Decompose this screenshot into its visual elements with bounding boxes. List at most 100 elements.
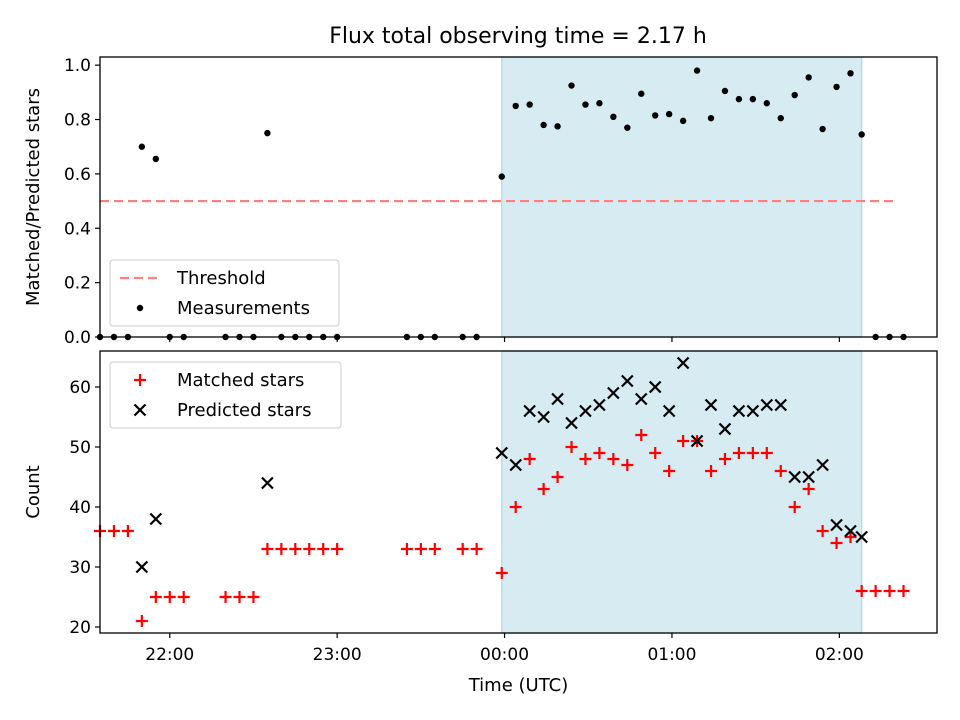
measurement-point bbox=[138, 143, 146, 150]
matched-star-marker bbox=[331, 543, 344, 555]
axes-frame bbox=[99, 350, 938, 634]
predicted-star-marker bbox=[509, 458, 522, 472]
matched-star-marker bbox=[428, 543, 441, 555]
predicted-star-marker bbox=[149, 512, 163, 526]
y-axis-label: Matched/Predicted stars bbox=[23, 88, 44, 306]
y-tick-label: 20 bbox=[69, 618, 91, 638]
predicted-star-marker bbox=[537, 410, 550, 424]
predicted-star-marker bbox=[676, 356, 690, 370]
y-axis-label: Count bbox=[23, 465, 44, 518]
measurement-point bbox=[596, 100, 603, 107]
matched-star-marker bbox=[219, 591, 232, 603]
matched-star-marker bbox=[774, 465, 787, 477]
matched-star-marker bbox=[495, 567, 508, 579]
matched-star-marker bbox=[883, 585, 896, 597]
legend-predicted-swatch bbox=[133, 403, 147, 417]
measurement-point bbox=[665, 110, 673, 118]
measurement-point bbox=[721, 87, 729, 95]
y-tick-label: 0.8 bbox=[64, 111, 91, 131]
predicted-star-marker bbox=[844, 524, 857, 538]
predicted-star-marker bbox=[261, 476, 274, 490]
matched-star-marker bbox=[233, 591, 246, 603]
measurement-point bbox=[638, 90, 645, 97]
x-tick-label: 22:00 bbox=[145, 645, 194, 665]
matched-star-marker bbox=[830, 537, 843, 549]
legend-matched-swatch bbox=[134, 374, 146, 386]
matched-star-marker bbox=[607, 453, 620, 465]
predicted-star-marker bbox=[816, 458, 829, 472]
matched-star-marker bbox=[261, 543, 274, 555]
matched-star-marker bbox=[317, 543, 330, 555]
measurement-point bbox=[847, 70, 854, 77]
matched-star-marker bbox=[135, 615, 148, 627]
count-panel: 20 30 40 50 60 22:00 23:00 00:00 01:00 02:00 Count… bbox=[23, 350, 938, 696]
legend-entry: Predicted stars bbox=[177, 400, 311, 421]
y-tick-label: 30 bbox=[69, 558, 91, 578]
matched-star-marker bbox=[275, 543, 288, 555]
predicted-star-marker bbox=[690, 434, 704, 448]
measurement-point bbox=[707, 114, 715, 122]
matched-star-marker bbox=[537, 483, 550, 495]
predicted-star-marker bbox=[662, 404, 676, 418]
predicted-star-marker bbox=[593, 398, 606, 412]
matched-star-marker bbox=[551, 471, 564, 483]
matched-star-marker bbox=[869, 585, 882, 597]
predicted-star-marker bbox=[634, 392, 648, 406]
measurement-point bbox=[554, 123, 561, 130]
ratio-panel: 0.0 0.2 0.4 0.6 0.8 1.0 Matched/Predicted star… bbox=[23, 56, 938, 348]
y-tick-label: 0.2 bbox=[64, 274, 91, 294]
observing-window-span bbox=[501, 350, 863, 634]
measurement-point bbox=[512, 102, 519, 110]
matched-star-marker bbox=[621, 459, 634, 471]
x-tick-label: 00:00 bbox=[480, 645, 529, 665]
matched-star-marker bbox=[718, 453, 731, 465]
measurement-point bbox=[264, 129, 271, 137]
y-tick-label: 1.0 bbox=[64, 56, 91, 76]
observing-window-span bbox=[501, 56, 863, 338]
predicted-star-marker bbox=[523, 404, 536, 418]
matched-star-marker bbox=[760, 447, 773, 459]
predicted-star-marker bbox=[746, 404, 760, 418]
matched-star-marker bbox=[247, 591, 260, 603]
measurement-point bbox=[152, 155, 159, 163]
y-tick-label: 60 bbox=[69, 378, 91, 398]
matched-star-marker bbox=[289, 543, 302, 555]
measurement-point bbox=[498, 173, 505, 180]
matched-star-marker bbox=[163, 591, 176, 603]
axes-frame bbox=[99, 56, 938, 338]
matched-star-marker bbox=[149, 591, 162, 603]
matched-star-marker bbox=[414, 543, 427, 555]
predicted-star-marker bbox=[830, 518, 843, 532]
x-axis-label: Time (UTC) bbox=[468, 675, 569, 696]
measurement-point bbox=[679, 117, 687, 125]
matched-star-marker bbox=[897, 585, 910, 597]
measurement-point bbox=[568, 82, 575, 89]
predicted-star-marker bbox=[135, 560, 149, 574]
matched-star-marker bbox=[593, 447, 606, 459]
legend-box bbox=[109, 361, 342, 429]
predicted-star-marker bbox=[718, 422, 732, 436]
legend-entry: Measurements bbox=[177, 298, 310, 319]
legend-entry: Matched stars bbox=[177, 370, 304, 391]
x-tick-label: 01:00 bbox=[647, 645, 696, 665]
measurement-point bbox=[833, 83, 840, 91]
predicted-star-marker bbox=[732, 404, 746, 418]
measurement-point bbox=[819, 125, 826, 133]
predicted-star-marker bbox=[704, 398, 718, 412]
matched-star-marker bbox=[802, 483, 815, 495]
matched-star-marker bbox=[663, 465, 676, 477]
legend-entry: Threshold bbox=[176, 268, 266, 289]
predicted-star-marker bbox=[774, 398, 788, 412]
predicted-star-marker bbox=[788, 470, 801, 484]
predicted-star-marker bbox=[621, 374, 634, 388]
matched-star-marker bbox=[705, 465, 718, 477]
measurement-point bbox=[652, 112, 659, 119]
matched-star-marker bbox=[746, 447, 759, 459]
measurement-point bbox=[540, 121, 547, 129]
predicted-star-marker bbox=[579, 404, 592, 418]
matched-star-marker bbox=[565, 441, 578, 453]
legend-box bbox=[109, 259, 340, 327]
matched-star-marker bbox=[470, 543, 483, 555]
measurement-point bbox=[763, 100, 771, 107]
y-tick-label: 0.6 bbox=[64, 165, 91, 185]
